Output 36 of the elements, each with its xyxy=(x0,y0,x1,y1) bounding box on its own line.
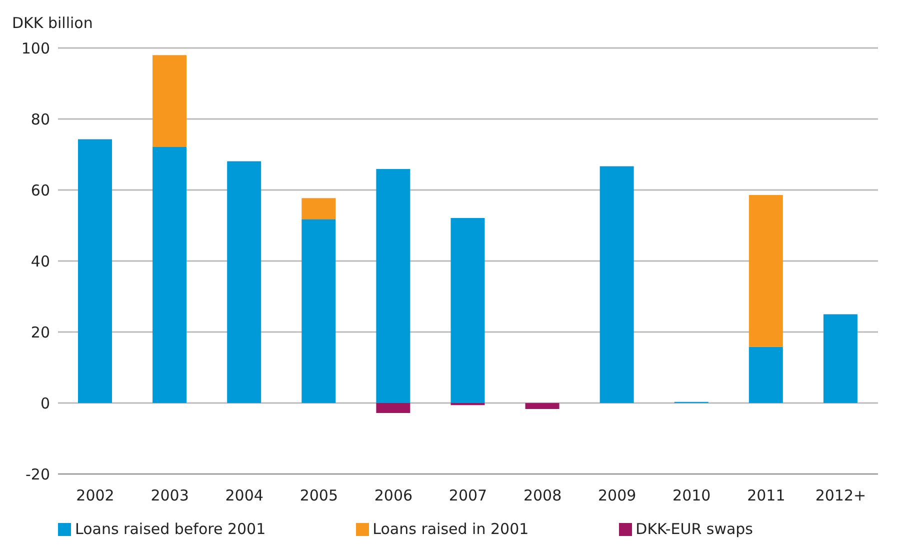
x-tick-label: 2006 xyxy=(374,486,413,505)
x-tick-label: 2005 xyxy=(300,486,338,505)
bar xyxy=(376,403,410,413)
y-tick-label: -20 xyxy=(26,465,50,484)
x-tick-label: 2011 xyxy=(747,486,786,505)
bar xyxy=(302,219,336,403)
bar xyxy=(450,218,485,403)
x-tick-label: 2004 xyxy=(225,486,264,505)
bar xyxy=(525,403,560,410)
bar xyxy=(152,147,187,403)
y-tick-label: 0 xyxy=(40,394,50,412)
x-tick-label: 2012+ xyxy=(815,486,866,505)
bar xyxy=(302,198,336,220)
x-tick-label: 2007 xyxy=(448,486,488,505)
y-tick-label: 60 xyxy=(30,181,50,200)
x-tick-label: 2008 xyxy=(523,486,562,505)
x-tick-label: 2002 xyxy=(76,486,114,505)
bar xyxy=(748,346,783,403)
y-tick-label: 100 xyxy=(21,39,50,58)
bar xyxy=(823,314,858,403)
legend-label: Loans raised in 2001 xyxy=(372,520,529,538)
bar xyxy=(152,55,187,148)
legend-label: DKK-EUR swaps xyxy=(636,520,753,538)
bar xyxy=(376,169,410,403)
x-tick-label: 2009 xyxy=(598,486,636,505)
y-tick-label: 80 xyxy=(30,110,50,128)
legend-label: Loans raised before 2001 xyxy=(75,520,266,538)
y-tick-label: 20 xyxy=(30,323,50,342)
x-tick-label: 2003 xyxy=(150,486,189,505)
bar xyxy=(78,139,112,403)
y-tick-label: 40 xyxy=(30,252,50,270)
x-tick-label: 2010 xyxy=(672,486,711,505)
bar xyxy=(748,194,783,347)
bar xyxy=(227,161,262,403)
y-axis-title: DKK billion xyxy=(12,14,93,32)
bar xyxy=(600,166,634,403)
